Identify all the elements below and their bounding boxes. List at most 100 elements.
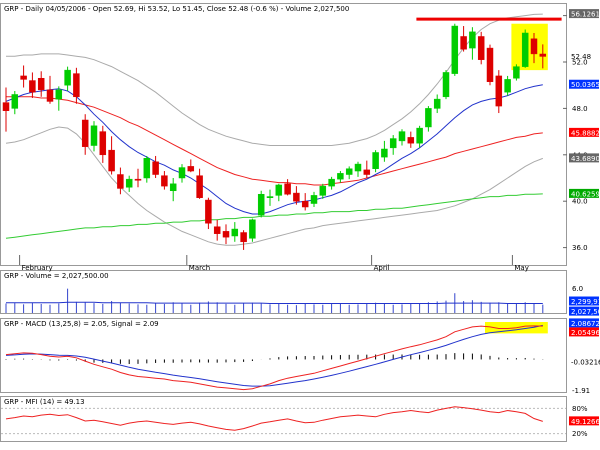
sma-mid-line bbox=[6, 96, 543, 186]
candle-body bbox=[134, 178, 142, 181]
candle-body bbox=[222, 231, 230, 238]
month-label: May bbox=[514, 264, 528, 272]
price-layer bbox=[2, 13, 562, 250]
volume-badge: 2,027,50 bbox=[571, 308, 600, 316]
candle-body bbox=[240, 232, 247, 243]
candle-body bbox=[117, 174, 124, 189]
candle-body bbox=[187, 166, 195, 172]
candle-body bbox=[337, 173, 344, 180]
candle-body bbox=[381, 148, 388, 158]
macd-badge-bg bbox=[569, 327, 599, 337]
candle-body bbox=[143, 158, 151, 179]
candle-body bbox=[257, 193, 265, 216]
candle-body bbox=[398, 131, 406, 142]
macd-line bbox=[5, 325, 543, 391]
candle-body bbox=[425, 108, 432, 128]
price-tick-label: 40.0 bbox=[572, 198, 588, 206]
price-badge: 50.0365 bbox=[571, 81, 600, 89]
month-label: April bbox=[374, 264, 390, 272]
mfi-tick-label: 20% bbox=[572, 430, 588, 438]
price-badge-bg bbox=[569, 79, 599, 89]
volume-header: GRP - Volume = 2,027,500.00 bbox=[4, 272, 109, 280]
candle-body bbox=[108, 149, 115, 172]
candle-body bbox=[196, 175, 203, 198]
candle-body bbox=[310, 195, 318, 204]
price-badge-bg bbox=[569, 9, 599, 19]
candle-body bbox=[363, 169, 371, 175]
sma-fast-line bbox=[5, 84, 543, 215]
candle-body bbox=[345, 168, 353, 175]
candle-body bbox=[29, 80, 36, 93]
candle-body bbox=[55, 89, 63, 100]
macd-tick-label: -1.91 bbox=[572, 387, 590, 395]
candle-body bbox=[469, 31, 476, 49]
candle-body bbox=[354, 163, 362, 172]
candle-body bbox=[372, 152, 379, 169]
macd-signal-line bbox=[5, 324, 543, 387]
volume-badge: 2,299,91 bbox=[571, 298, 600, 306]
price-badge: 52.48 bbox=[571, 53, 591, 61]
macd-badge: 2.05496 bbox=[571, 329, 600, 337]
candle-body bbox=[73, 73, 80, 98]
candle-body bbox=[37, 77, 45, 91]
mfi-badge: 49.1266 bbox=[571, 418, 600, 426]
price-badge-bg bbox=[569, 153, 599, 163]
candle-body bbox=[64, 69, 71, 86]
candle-body bbox=[205, 199, 212, 224]
macd-badge-bg bbox=[569, 318, 599, 328]
candle-body bbox=[81, 119, 89, 147]
mfi-header: GRP - MFI (14) = 49.13 bbox=[4, 398, 85, 406]
candle-body bbox=[11, 94, 19, 109]
macd-layer bbox=[5, 322, 548, 391]
candle-body bbox=[328, 178, 335, 187]
price-tick-label: 36.0 bbox=[572, 244, 588, 252]
macd-badge: -0.03216 bbox=[571, 358, 600, 366]
candle-body bbox=[152, 161, 159, 175]
mfi-layer bbox=[1, 406, 566, 435]
price-badge: 40.6259 bbox=[571, 190, 600, 198]
candle-body bbox=[293, 192, 300, 202]
volume-average-line bbox=[6, 301, 543, 304]
mfi-line bbox=[5, 406, 543, 431]
mfi-panel bbox=[0, 396, 567, 442]
candle-body bbox=[301, 200, 309, 208]
candle-body bbox=[504, 79, 511, 93]
candle-body bbox=[513, 66, 520, 79]
price-badge-bg bbox=[569, 188, 599, 198]
candle-body bbox=[539, 53, 547, 57]
candle-body bbox=[433, 98, 441, 109]
candle-body bbox=[477, 36, 485, 60]
sma-slow-line bbox=[5, 193, 543, 239]
candle-body bbox=[275, 184, 283, 196]
candle-body bbox=[530, 38, 538, 55]
price-badge: 43.6890 bbox=[571, 155, 600, 163]
candle-body bbox=[407, 137, 415, 144]
mfi-tick-label: 80% bbox=[572, 405, 588, 413]
candle-body bbox=[416, 127, 423, 144]
candle-body bbox=[20, 75, 27, 80]
candle-body bbox=[178, 167, 186, 179]
candle-body bbox=[125, 178, 133, 188]
candle-body bbox=[90, 125, 98, 146]
axis-layer: FebruaryMarchAprilMay56.052.048.044.040.… bbox=[19, 9, 600, 438]
price-badge: 56.1261 bbox=[571, 11, 600, 19]
volume-badge-bg bbox=[569, 306, 599, 316]
price-badge: 45.8882 bbox=[571, 129, 600, 137]
candle-body bbox=[161, 175, 168, 187]
candle-body bbox=[486, 47, 494, 82]
candle-body bbox=[169, 183, 177, 192]
candle-body bbox=[460, 36, 467, 50]
candle-body bbox=[231, 228, 239, 237]
volume-layer bbox=[5, 288, 544, 313]
candle-body bbox=[2, 102, 10, 111]
candle-body bbox=[319, 185, 327, 196]
price-header: GRP - Daily 04/05/2006 - Open 52.69, Hi … bbox=[4, 5, 349, 13]
month-label: February bbox=[22, 264, 53, 272]
candle-body bbox=[451, 25, 459, 74]
macd-header: GRP - MACD (13,25,8) = 2.05, Signal = 2.… bbox=[4, 320, 159, 328]
candle-body bbox=[266, 196, 274, 198]
highlight-box bbox=[511, 23, 548, 71]
candle-body bbox=[521, 32, 529, 67]
bollinger-lower-line bbox=[5, 126, 543, 246]
